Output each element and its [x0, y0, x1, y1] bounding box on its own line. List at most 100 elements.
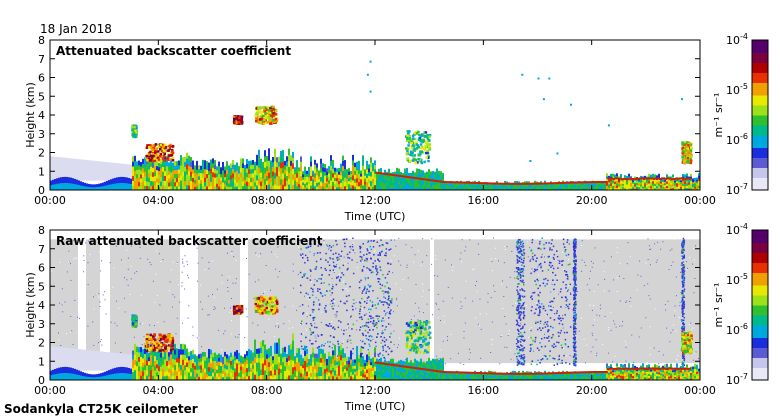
- y-tick-label: 8: [38, 34, 45, 47]
- colorbar-segment: [752, 270, 768, 273]
- cloud-patch: [131, 314, 138, 329]
- cloud-patch: [404, 130, 432, 165]
- colorbar-segment: [752, 125, 768, 128]
- date-label: 18 Jan 2018: [40, 22, 112, 36]
- colorbar-segment: [752, 287, 768, 291]
- colorbar-segment: [752, 342, 768, 346]
- colorbar-segment: [752, 42, 768, 46]
- cloud-patch: [144, 143, 175, 163]
- colorbar-segment: [752, 232, 768, 236]
- colorbar-segment: [752, 120, 768, 123]
- colorbar-segment: [752, 310, 768, 313]
- colorbar-segment: [752, 57, 768, 61]
- colorbar-segment: [752, 250, 768, 253]
- colorbar-segment: [752, 322, 768, 326]
- colorbar-segment: [752, 330, 768, 333]
- colorbar-segment: [752, 132, 768, 136]
- colorbar-segment: [752, 60, 768, 63]
- x-tick-label: 00:00: [34, 384, 66, 397]
- colorbar-segment: [752, 145, 768, 148]
- x-tick-label: 04:00: [142, 384, 174, 397]
- colorbar-segment: [752, 182, 768, 186]
- colorbar-segment: [752, 137, 768, 141]
- panel-raw-attenuated-backscatter: Raw attenuated backscatter coefficient 0 1…: [24, 222, 769, 413]
- colorbar-segment: [752, 117, 768, 121]
- colorbar-segment: [752, 290, 768, 293]
- colorbar-segment: [752, 375, 768, 378]
- x-tick-label: 08:00: [251, 194, 283, 207]
- colorbar-segment: [752, 147, 768, 151]
- colorbar-segment: [752, 130, 768, 133]
- colorbar-segment: [752, 187, 768, 191]
- colorbar-segment: [752, 255, 768, 258]
- colorbar-segment: [752, 332, 768, 336]
- colorbar-segment: [752, 172, 768, 176]
- colorbar-segment: [752, 162, 768, 166]
- colorbar-segment: [752, 115, 768, 118]
- y-axis: 0 1 2 3 4 5 6 7 8 Height (km): [24, 34, 700, 197]
- y-tick-label: 0: [38, 374, 45, 387]
- colorbar-segment: [752, 320, 768, 323]
- x-tick-label: 20:00: [576, 384, 608, 397]
- colorbar-segment: [752, 317, 768, 321]
- x-tick-label: 12:00: [359, 194, 391, 207]
- colorbar-segment: [752, 347, 768, 351]
- colorbar-segment: [752, 105, 768, 108]
- speckle: [570, 103, 572, 106]
- y-tick-label: 5: [38, 90, 45, 103]
- colorbar: 10-7 10-6 10-5 10-4 m⁻¹ sr⁻¹: [712, 222, 769, 387]
- colorbar-segment: [752, 177, 768, 181]
- colorbar-segment: [752, 142, 768, 146]
- y-tick-label: 7: [38, 53, 45, 66]
- backscatter-field: [50, 237, 701, 381]
- colorbar-segment: [752, 47, 768, 51]
- colorbar-segment: [752, 62, 768, 66]
- cloud-patch: [232, 115, 244, 125]
- y-tick-label: 8: [38, 224, 45, 237]
- colorbar-segment: [752, 107, 768, 111]
- colorbar: 10-7 10-6 10-5 10-4 m⁻¹ sr⁻¹: [712, 32, 769, 197]
- colorbar-segment: [752, 50, 768, 53]
- colorbar-segment: [752, 72, 768, 76]
- colorbar-segment: [752, 262, 768, 266]
- x-axis: 00:00 04:00 08:00 12:00 16:00 20:00 00:00 Time …: [34, 40, 716, 223]
- colorbar-segment: [752, 75, 768, 78]
- colorbar-segment: [752, 300, 768, 303]
- colorbar-frame: [751, 39, 769, 191]
- colorbar-segment: [752, 292, 768, 296]
- speckle: [548, 77, 551, 80]
- x-tick-label: 00:00: [684, 384, 716, 397]
- x-axis-label: Time (UTC): [344, 210, 406, 223]
- colorbar-segment: [752, 335, 768, 338]
- colorbar-segment: [752, 90, 768, 93]
- colorbar-tick-label: 10-7: [726, 182, 748, 197]
- colorbar-tick-label: 10-6: [726, 322, 748, 337]
- y-tick-label: 4: [38, 109, 45, 122]
- colorbar-frame: [751, 229, 769, 381]
- colorbar-segment: [752, 52, 768, 56]
- colorbar-segment: [752, 242, 768, 246]
- colorbar-segment: [752, 235, 768, 238]
- colorbar-segment: [752, 82, 768, 86]
- colorbar-segment: [752, 280, 768, 283]
- colorbar-segment: [752, 272, 768, 276]
- colorbar-segment: [752, 307, 768, 311]
- y-axis-label: Height (km): [24, 82, 37, 148]
- colorbar-segment: [752, 337, 768, 341]
- speckle: [529, 160, 532, 162]
- colorbar-segment: [752, 245, 768, 248]
- x-tick-label: 16:00: [467, 194, 499, 207]
- y-tick-label: 4: [38, 299, 45, 312]
- cloud-patch: [254, 295, 279, 315]
- speckle: [681, 98, 684, 101]
- colorbar-segment: [752, 152, 768, 156]
- colorbar-segment: [752, 67, 768, 71]
- colorbar-segment: [752, 357, 768, 361]
- colorbar-segment: [752, 365, 768, 368]
- x-axis: 00:00 04:00 08:00 12:00 16:00 20:00 00:00 Time …: [34, 230, 716, 413]
- y-tick-label: 3: [38, 318, 45, 331]
- colorbar-segment: [752, 122, 768, 126]
- cloud-base-line: [375, 361, 691, 375]
- footer-label: Sodankyla CT25K ceilometer: [4, 402, 198, 416]
- y-tick-label: 5: [38, 280, 45, 293]
